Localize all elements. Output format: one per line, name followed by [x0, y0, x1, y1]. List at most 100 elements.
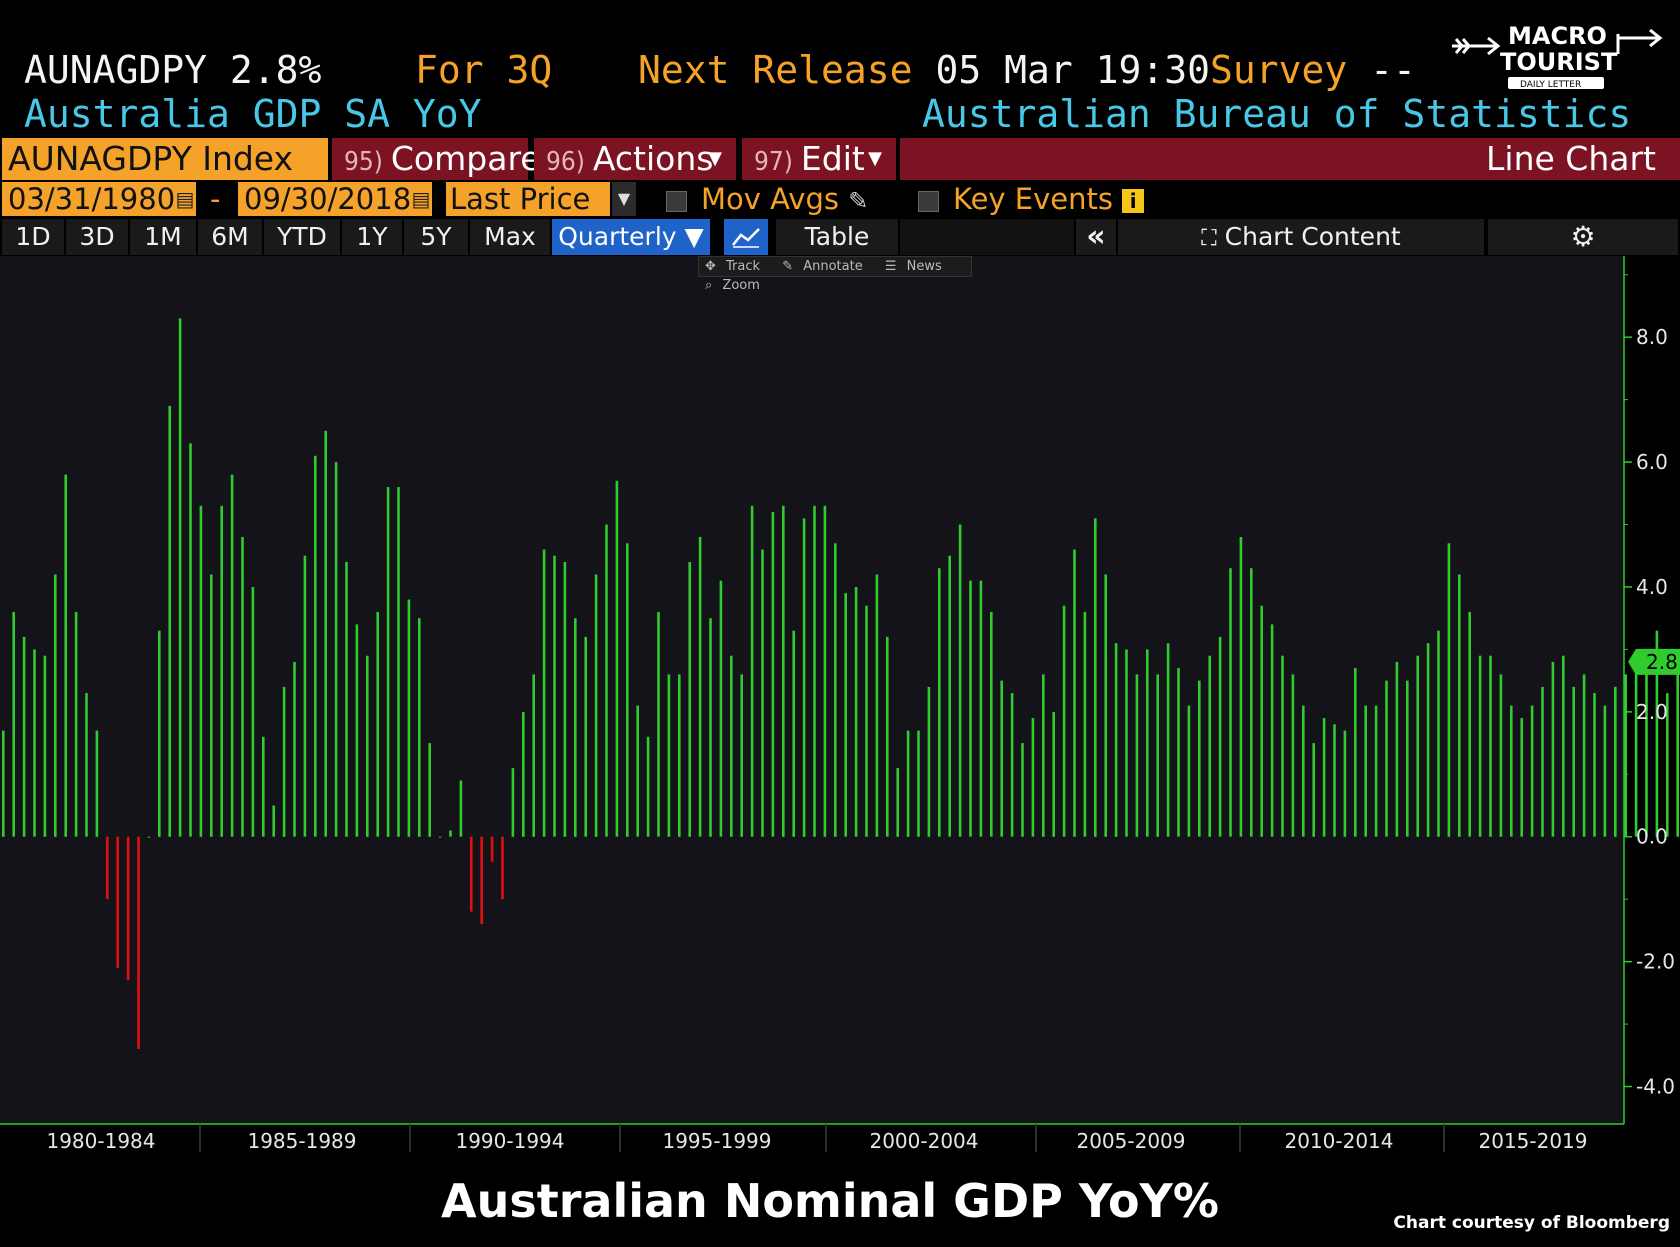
table-button[interactable]: Table — [776, 219, 898, 255]
period-button-3d[interactable]: 3D — [66, 219, 128, 255]
chart-credit: Chart courtesy of Bloomberg — [1393, 1213, 1670, 1233]
bar — [293, 661, 296, 837]
bar — [1270, 624, 1274, 837]
calendar-icon[interactable]: ▤ — [410, 182, 432, 216]
track-tool[interactable]: ✥ Track — [705, 259, 761, 274]
security-field[interactable]: AUNAGDPY Index — [2, 138, 328, 180]
bar — [1114, 643, 1118, 837]
bar — [1031, 718, 1035, 837]
bar — [969, 580, 972, 837]
frequency-select[interactable]: Quarterly ▼ — [552, 219, 710, 255]
bar — [1426, 643, 1430, 837]
end-date-input[interactable]: 09/30/2018 — [238, 182, 432, 216]
survey: Survey -- — [1210, 46, 1416, 94]
bar — [1333, 724, 1336, 837]
bar — [1260, 605, 1263, 837]
next-release-label: Next Release — [638, 48, 913, 92]
compare-button[interactable]: 95) Compare — [332, 138, 541, 180]
bar — [1187, 705, 1191, 837]
bar — [64, 474, 67, 837]
field-select[interactable]: Last Price — [446, 182, 610, 216]
actions-button[interactable]: 96) Actions ▼ — [534, 138, 736, 180]
bar — [1239, 537, 1243, 837]
bar — [1572, 686, 1575, 837]
bar — [1104, 574, 1107, 837]
pencil-icon: ✎ — [848, 187, 869, 215]
bar — [688, 562, 691, 837]
last-value-label: 2.8 — [1646, 650, 1678, 674]
bar — [1042, 674, 1045, 837]
ticker-value: AUNAGDPY 2.8% — [24, 48, 322, 92]
chart-content-icon: ⛶ — [1201, 226, 1217, 251]
bar — [428, 743, 431, 837]
bar — [886, 636, 889, 837]
bar — [1156, 674, 1159, 837]
bar — [1541, 686, 1544, 837]
x-tick-label: 1985-1989 — [247, 1129, 356, 1153]
bar — [147, 836, 151, 838]
svg-text:DAILY LETTER: DAILY LETTER — [1520, 80, 1581, 90]
for-period: For 3Q — [415, 48, 553, 92]
start-date-input[interactable]: 03/31/1980 — [2, 182, 196, 216]
y-tick-label: -4.0 — [1636, 1075, 1675, 1099]
bar — [168, 405, 171, 837]
mov-avgs-checkbox[interactable]: Mov Avgs ✎ — [666, 182, 868, 216]
y-tick-label: -2.0 — [1636, 950, 1675, 974]
bar — [979, 580, 983, 837]
edit-button[interactable]: 97) Edit ▼ — [742, 138, 896, 180]
bar — [199, 505, 203, 837]
survey-label: Survey — [1210, 48, 1348, 92]
bar — [376, 611, 379, 837]
bar — [1083, 611, 1087, 837]
annotate-tool[interactable]: ✎ Annotate — [782, 259, 863, 274]
bar — [563, 562, 567, 837]
bar — [1354, 668, 1357, 837]
line-chart-icon[interactable] — [724, 219, 768, 255]
bar — [1291, 674, 1295, 837]
bar — [605, 524, 608, 837]
gear-icon[interactable]: ⚙ — [1488, 219, 1678, 255]
period-button-ytd[interactable]: YTD — [264, 219, 340, 255]
frequency-value: Quarterly — [558, 222, 677, 251]
bar — [1499, 674, 1503, 837]
chart-content-button[interactable]: ⛶ Chart Content — [1118, 219, 1484, 255]
bar — [865, 605, 868, 837]
next-release-value: 05 Mar 19:30 — [935, 48, 1210, 92]
field-dropdown-icon[interactable]: ▼ — [612, 182, 636, 216]
chart-title: Australian Nominal GDP YoY% — [441, 1174, 1219, 1228]
track-label: Track — [726, 259, 761, 274]
collapse-icon[interactable]: « — [1076, 219, 1116, 255]
checkbox-icon — [918, 190, 939, 212]
period-button-1d[interactable]: 1D — [2, 219, 64, 255]
bar — [407, 599, 411, 837]
bar — [230, 474, 234, 837]
actions-number: 96) — [546, 147, 585, 177]
bar — [501, 836, 504, 900]
bar — [116, 836, 119, 968]
calendar-icon[interactable]: ▤ — [174, 182, 196, 216]
svg-text:TOURIST: TOURIST — [1500, 48, 1618, 76]
toolbar-spacer — [900, 219, 1074, 255]
bar — [459, 780, 463, 837]
x-tick-label: 2000-2004 — [869, 1129, 978, 1153]
bar — [1530, 705, 1534, 837]
bar — [1676, 661, 1679, 837]
bar — [1302, 705, 1305, 837]
bar — [272, 805, 275, 837]
bar — [1603, 705, 1607, 837]
period-button-5y[interactable]: 5Y — [404, 219, 468, 255]
bar — [1229, 568, 1232, 837]
period-button-max[interactable]: Max — [470, 219, 550, 255]
bar — [1624, 674, 1627, 837]
zoom-tool[interactable]: ⌕ Zoom — [705, 278, 760, 293]
bar — [792, 630, 795, 837]
period-button-1y[interactable]: 1Y — [342, 219, 402, 255]
bar — [1125, 649, 1128, 837]
compare-number: 95) — [344, 147, 383, 177]
bar — [1447, 543, 1451, 837]
period-button-6m[interactable]: 6M — [198, 219, 262, 255]
news-tool[interactable]: ☰ News — [884, 259, 942, 274]
period-button-1m[interactable]: 1M — [130, 219, 196, 255]
key-events-checkbox[interactable]: Key Events i — [918, 182, 1145, 216]
chart-type-bar[interactable]: Line Chart — [900, 138, 1680, 180]
